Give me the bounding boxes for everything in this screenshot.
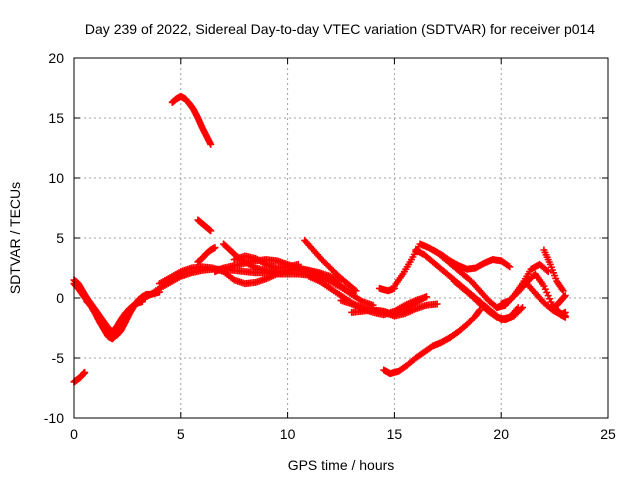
data-point-markers [540, 246, 567, 295]
data-point-markers [301, 236, 360, 295]
data-point-markers [446, 306, 484, 342]
data-point-markers [194, 244, 219, 266]
data-point-markers [412, 246, 522, 324]
y-tick-label: 10 [48, 170, 64, 186]
data-point-markers [348, 293, 430, 319]
data-series-arc3 [70, 368, 89, 386]
y-tick-label: 20 [48, 50, 64, 66]
data-series-arc13 [230, 252, 302, 272]
data-series-arc19 [380, 334, 454, 378]
axis-ticks: 0 5 10 15 20 25 -10 -5 0 5 10 15 20 [44, 50, 616, 442]
data-series-arc29 [553, 306, 569, 319]
data-point-markers [230, 252, 302, 272]
data-series-arc20 [446, 306, 484, 342]
y-axis-label: SDTVAR / TECUs [7, 182, 23, 294]
x-tick-label: 10 [280, 426, 296, 442]
data-point-markers [380, 334, 454, 378]
y-tick-label: 15 [48, 110, 64, 126]
data-series-arc17 [348, 293, 430, 319]
chart-title: Day 239 of 2022, Sidereal Day-to-day VTE… [85, 21, 595, 37]
data-series-arc28 [553, 292, 569, 309]
data-series-arc22 [412, 246, 522, 324]
data-series-arc9 [194, 216, 215, 235]
y-tick-label: -10 [44, 410, 64, 426]
data-series-arc23 [429, 246, 514, 273]
data-point-markers [450, 277, 527, 324]
x-tick-label: 5 [177, 426, 185, 442]
data-series-arc14 [301, 236, 360, 295]
data-points [70, 92, 569, 386]
data-series-arc18 [375, 284, 398, 295]
y-tick-label: -5 [52, 350, 65, 366]
data-point-markers [168, 92, 215, 148]
data-point-markers [429, 246, 514, 273]
data-point-markers [553, 306, 569, 319]
data-series-arc24 [450, 277, 527, 324]
x-tick-label: 20 [493, 426, 509, 442]
data-point-markers [553, 292, 569, 309]
data-series-arc10 [194, 244, 219, 266]
y-tick-label: 5 [56, 230, 64, 246]
x-tick-label: 15 [387, 426, 403, 442]
data-series-arc27 [540, 246, 567, 295]
data-series-arc8 [168, 92, 215, 148]
x-tick-label: 25 [600, 426, 616, 442]
grid-lines [74, 58, 608, 418]
y-tick-label: 0 [56, 290, 64, 306]
data-point-markers [194, 216, 215, 235]
x-tick-label: 0 [70, 426, 78, 442]
x-axis-label: GPS time / hours [288, 457, 395, 473]
data-point-markers [375, 284, 398, 295]
data-point-markers [70, 368, 89, 386]
